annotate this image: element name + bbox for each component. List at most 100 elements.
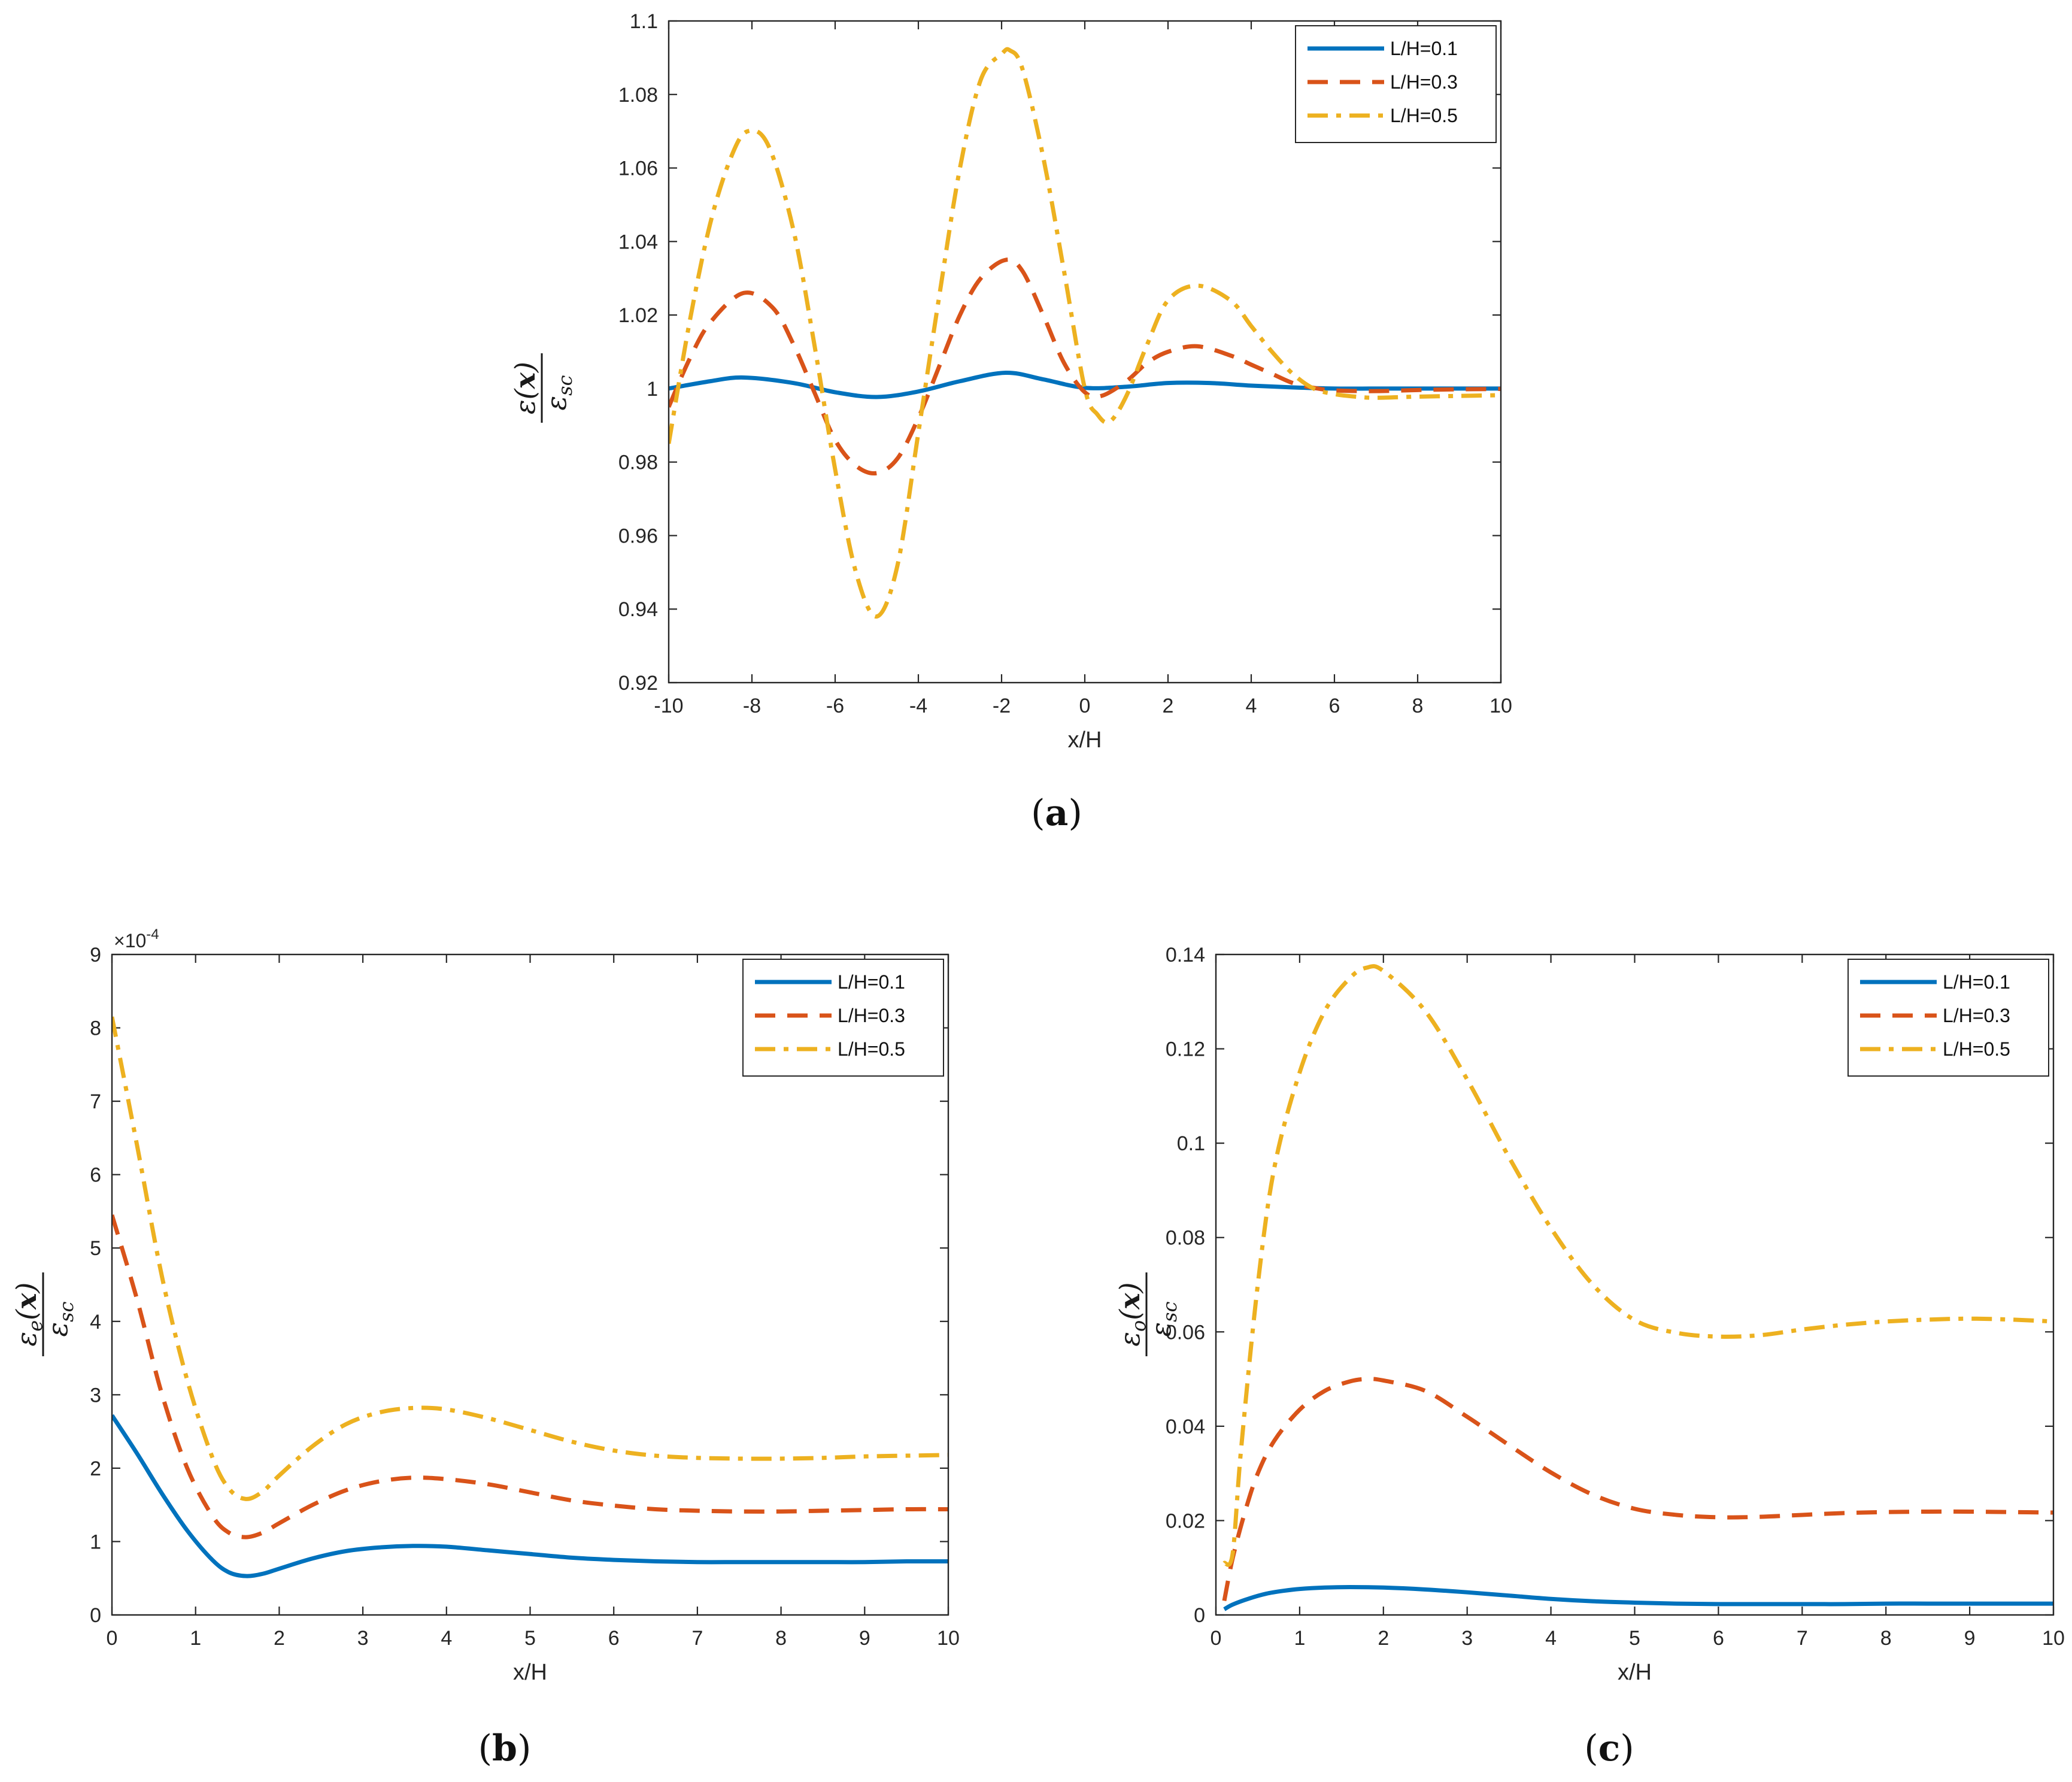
x-tick-label-b: 9 (859, 1627, 870, 1650)
legend-entry-b-1: L/H=0.1 (838, 971, 905, 993)
legend-c: L/H=0.1 L/H=0.3 L/H=0.5 (1847, 959, 2049, 1077)
x-tick-label-a: -6 (826, 695, 844, 717)
panel-a: -10 -8 -6 -4 -2 0 2 4 6 8 10 0.92 0.94 0.96 0.98 1 1.02 1… (618, 10, 1512, 753)
x-tick-label-b: 5 (524, 1627, 536, 1650)
panel-b-ylabel: εe(x) εsc (10, 1272, 78, 1356)
y-tick-label-a: 1 (647, 378, 658, 401)
legend-box-a (1295, 25, 1497, 143)
series-line-b-3 (112, 1016, 948, 1501)
x-tick-label-a: 10 (1489, 695, 1512, 717)
y-tick-label-b: 1 (90, 1531, 101, 1553)
x-tick-label-a: -8 (743, 695, 761, 717)
y-tick-label-c: 0.04 (1166, 1416, 1205, 1438)
x-tick-label-a: 2 (1163, 695, 1174, 717)
series-line-c-1 (1223, 1585, 2053, 1611)
axes-box-a (668, 20, 1502, 684)
x-tick-label-c: 5 (1629, 1627, 1640, 1650)
y-tick-label-b: 5 (90, 1237, 101, 1260)
y-tick-label-a: 1.06 (618, 157, 658, 180)
legend-entry-c-3: L/H=0.5 (1943, 1038, 2010, 1060)
x-tick-label-c: 0 (1211, 1627, 1222, 1650)
y-tick-label-c: 0.14 (1166, 944, 1205, 966)
y-tick-label-b: 7 (90, 1090, 101, 1113)
y-tick-label-b: 0 (90, 1604, 101, 1627)
y-tick-label-c: 0.08 (1166, 1227, 1205, 1250)
y-tick-label-b: 9 (90, 944, 101, 966)
panel-c: 0 1 2 3 4 5 6 7 8 9 10 0 0.02 0.04 0.06 0.08 0.1 0.12 0.14… (1166, 944, 2065, 1685)
legend-entry-c-1: L/H=0.1 (1943, 971, 2010, 993)
x-tick-label-a: -4 (909, 695, 927, 717)
y-tick-label-c: 0 (1194, 1604, 1205, 1627)
y-tick-label-a: 1.02 (618, 304, 658, 327)
y-tick-label-c: 0.1 (1177, 1132, 1205, 1155)
x-tick-label-c: 10 (2042, 1627, 2065, 1650)
x-tick-label-b: 7 (691, 1627, 703, 1650)
x-tick-label-b: 1 (190, 1627, 201, 1650)
panel-b: 0 1 2 3 4 5 6 7 8 9 100123456789x/HL/H=0.1L/H=0.3L… (90, 944, 960, 1685)
x-axis-label-a: x/H (1068, 728, 1102, 753)
x-tick-label-b: 2 (274, 1627, 285, 1650)
axes-box-c (1215, 953, 2055, 1616)
x-axis-label-b: x/H (513, 1660, 547, 1685)
legend-entry-b-3: L/H=0.5 (838, 1038, 905, 1060)
x-tick-label-c: 4 (1545, 1627, 1557, 1650)
y-tick-label-c: 0.12 (1166, 1038, 1205, 1061)
legend-b: L/H=0.1 L/H=0.3 L/H=0.5 (742, 959, 944, 1077)
y-tick-label-a: 0.98 (618, 451, 658, 474)
series-line-a-2 (669, 257, 1501, 476)
legend-box-c (1847, 959, 2049, 1077)
panel-a-ylabel: ε(x) εsc (509, 353, 577, 423)
series-line-b-2 (112, 1214, 948, 1539)
y-tick-label-c: 0.06 (1166, 1321, 1205, 1344)
svg-text:ε(x): ε(x) (509, 362, 541, 414)
x-axis-label-c: x/H (1618, 1660, 1652, 1685)
x-tick-label-a: -2 (993, 695, 1011, 717)
y-tick-label-c: 0.02 (1166, 1510, 1205, 1532)
x-tick-label-a: 4 (1246, 695, 1257, 717)
panel-c-label: (c) (1584, 1728, 1634, 1769)
x-tick-label-b: 8 (775, 1627, 787, 1650)
x-tick-label-c: 9 (1964, 1627, 1976, 1650)
svg-text:εsc: εsc (1145, 1301, 1181, 1336)
y-tick-label-a: 0.94 (618, 598, 658, 621)
y-tick-label-a: 0.96 (618, 525, 658, 547)
x-tick-label-b: 4 (441, 1627, 452, 1650)
x-tick-label-c: 3 (1461, 1627, 1473, 1650)
legend-entry-a-3: L/H=0.5 (1390, 105, 1458, 126)
legend-box-b (742, 959, 944, 1077)
axes-box-b (111, 953, 949, 1616)
x-tick-label-a: 6 (1329, 695, 1340, 717)
panel-b-label: (b) (478, 1728, 532, 1769)
x-tick-label-a: -10 (654, 695, 683, 717)
svg-text:εsc: εsc (540, 375, 577, 410)
series-line-b-1 (112, 1414, 948, 1578)
legend-entry-a-1: L/H=0.1 (1390, 38, 1458, 59)
y-tick-label-b: 3 (90, 1384, 101, 1407)
svg-text:εsc: εsc (41, 1301, 78, 1336)
x-tick-label-c: 8 (1880, 1627, 1892, 1650)
panel-b-scale-label: ×10-4 (114, 926, 159, 951)
svg-text:εo(x): εo(x) (1114, 1282, 1150, 1346)
x-tick-label-a: 0 (1079, 695, 1091, 717)
y-tick-label-a: 1.04 (618, 231, 658, 253)
series-line-a-1 (669, 370, 1501, 399)
y-tick-label-a: 1.1 (630, 10, 658, 33)
series-line-c-3 (1222, 964, 2053, 1567)
y-tick-label-a: 1.08 (618, 84, 658, 107)
legend-a: L/H=0.1 L/H=0.3 L/H=0.5 (1295, 25, 1497, 143)
x-tick-label-c: 7 (1797, 1627, 1808, 1650)
series-line-a-3 (669, 47, 1501, 619)
y-tick-label-b: 6 (90, 1164, 101, 1187)
legend-entry-b-2: L/H=0.3 (838, 1005, 905, 1026)
series-line-c-2 (1222, 1377, 2053, 1602)
x-tick-label-b: 0 (107, 1627, 118, 1650)
y-tick-label-b: 2 (90, 1457, 101, 1480)
x-tick-label-b: 10 (937, 1627, 960, 1650)
y-tick-label-b: 8 (90, 1017, 101, 1040)
legend-entry-a-2: L/H=0.3 (1390, 71, 1458, 93)
x-tick-label-b: 3 (357, 1627, 369, 1650)
y-tick-label-b: 4 (90, 1311, 101, 1334)
x-tick-label-c: 2 (1378, 1627, 1389, 1650)
x-tick-label-a: 8 (1412, 695, 1424, 717)
